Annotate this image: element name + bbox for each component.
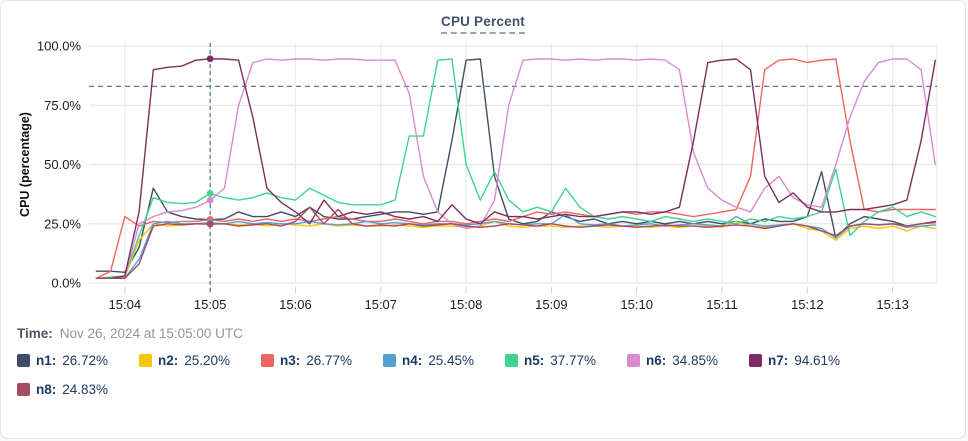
time-value: Nov 26, 2024 at 15:05:00 UTC	[59, 325, 243, 341]
x-tick-label: 15:13	[876, 297, 909, 312]
crosshair-marker-n8	[206, 220, 214, 228]
x-tick-label: 15:12	[791, 297, 824, 312]
crosshair-marker-n7	[206, 55, 214, 63]
series-line-n8[interactable]	[95, 206, 936, 280]
legend-series-value: 37.77%	[550, 353, 597, 368]
legend: n1: 26.72% n2: 25.20% n3: 26.77% n4: 25.45% n5: 3…	[1, 345, 965, 397]
legend-swatch	[627, 354, 640, 367]
chart-header: CPU Percent	[1, 1, 965, 39]
crosshair-marker-n6	[206, 197, 214, 204]
legend-swatch	[749, 354, 762, 367]
legend-series-name: n4:	[402, 353, 423, 368]
legend-item-n5[interactable]: n5: 37.77%	[505, 353, 627, 368]
series-line-n2[interactable]	[95, 220, 936, 280]
legend-series-value: 24.83%	[62, 382, 109, 397]
legend-item-n8[interactable]: n8: 24.83%	[17, 382, 139, 397]
x-tick-label: 15:10	[620, 297, 653, 312]
legend-series-value: 25.45%	[428, 353, 475, 368]
legend-item-n2[interactable]: n2: 25.20%	[139, 353, 261, 368]
chart-title[interactable]: CPU Percent	[441, 14, 525, 34]
legend-swatch	[139, 354, 152, 367]
legend-series-value: 34.85%	[672, 353, 719, 368]
legend-item-n1[interactable]: n1: 26.72%	[17, 353, 139, 368]
legend-series-name: n2:	[158, 353, 179, 368]
legend-swatch	[17, 354, 30, 367]
legend-series-name: n8:	[36, 382, 57, 397]
y-tick-label: 50.0%	[44, 157, 81, 172]
cpu-line-chart[interactable]: 0.0% 25.0% 50.0% 75.0% 100.0% 15:04 15:05 15:06…	[1, 39, 966, 321]
series-line-n3[interactable]	[95, 58, 936, 280]
time-label: Time:	[17, 325, 53, 341]
x-tick-label: 15:04	[109, 297, 142, 312]
legend-series-name: n7:	[768, 353, 789, 368]
legend-series-name: n5:	[524, 353, 545, 368]
legend-swatch	[505, 354, 518, 367]
x-tick-label: 15:11	[706, 297, 738, 312]
legend-series-value: 26.77%	[306, 353, 353, 368]
x-tick-label: 15:09	[535, 297, 568, 312]
legend-swatch	[261, 354, 274, 367]
y-tick-label: 100.0%	[37, 39, 82, 54]
x-tick-label: 15:07	[364, 297, 397, 312]
y-tick-label: 25.0%	[44, 216, 81, 231]
series-line-n6[interactable]	[95, 58, 936, 280]
time-indicator: Time: Nov 26, 2024 at 15:05:00 UTC	[1, 321, 965, 345]
crosshair-marker-n5	[206, 190, 214, 197]
legend-item-n7[interactable]: n7: 94.61%	[749, 353, 871, 368]
x-tick-label: 15:06	[279, 297, 312, 312]
legend-series-name: n3:	[280, 353, 301, 368]
legend-item-n4[interactable]: n4: 25.45%	[383, 353, 505, 368]
series-line-n1[interactable]	[95, 58, 936, 274]
y-tick-label: 75.0%	[44, 98, 81, 113]
series-line-n7[interactable]	[95, 58, 936, 280]
legend-series-value: 25.20%	[184, 353, 231, 368]
legend-series-name: n1:	[36, 353, 57, 368]
x-tick-label: 15:08	[450, 297, 483, 312]
legend-series-value: 26.72%	[62, 353, 109, 368]
legend-series-value: 94.61%	[794, 353, 841, 368]
series-line-n5[interactable]	[95, 58, 936, 280]
y-tick-label: 0.0%	[51, 276, 81, 291]
legend-item-n6[interactable]: n6: 34.85%	[627, 353, 749, 368]
y-axis-label: CPU (percentage)	[18, 112, 32, 217]
x-tick-label: 15:05	[194, 297, 227, 312]
legend-item-n3[interactable]: n3: 26.77%	[261, 353, 383, 368]
legend-swatch	[383, 354, 396, 367]
legend-series-name: n6:	[646, 353, 667, 368]
legend-swatch	[17, 383, 30, 396]
